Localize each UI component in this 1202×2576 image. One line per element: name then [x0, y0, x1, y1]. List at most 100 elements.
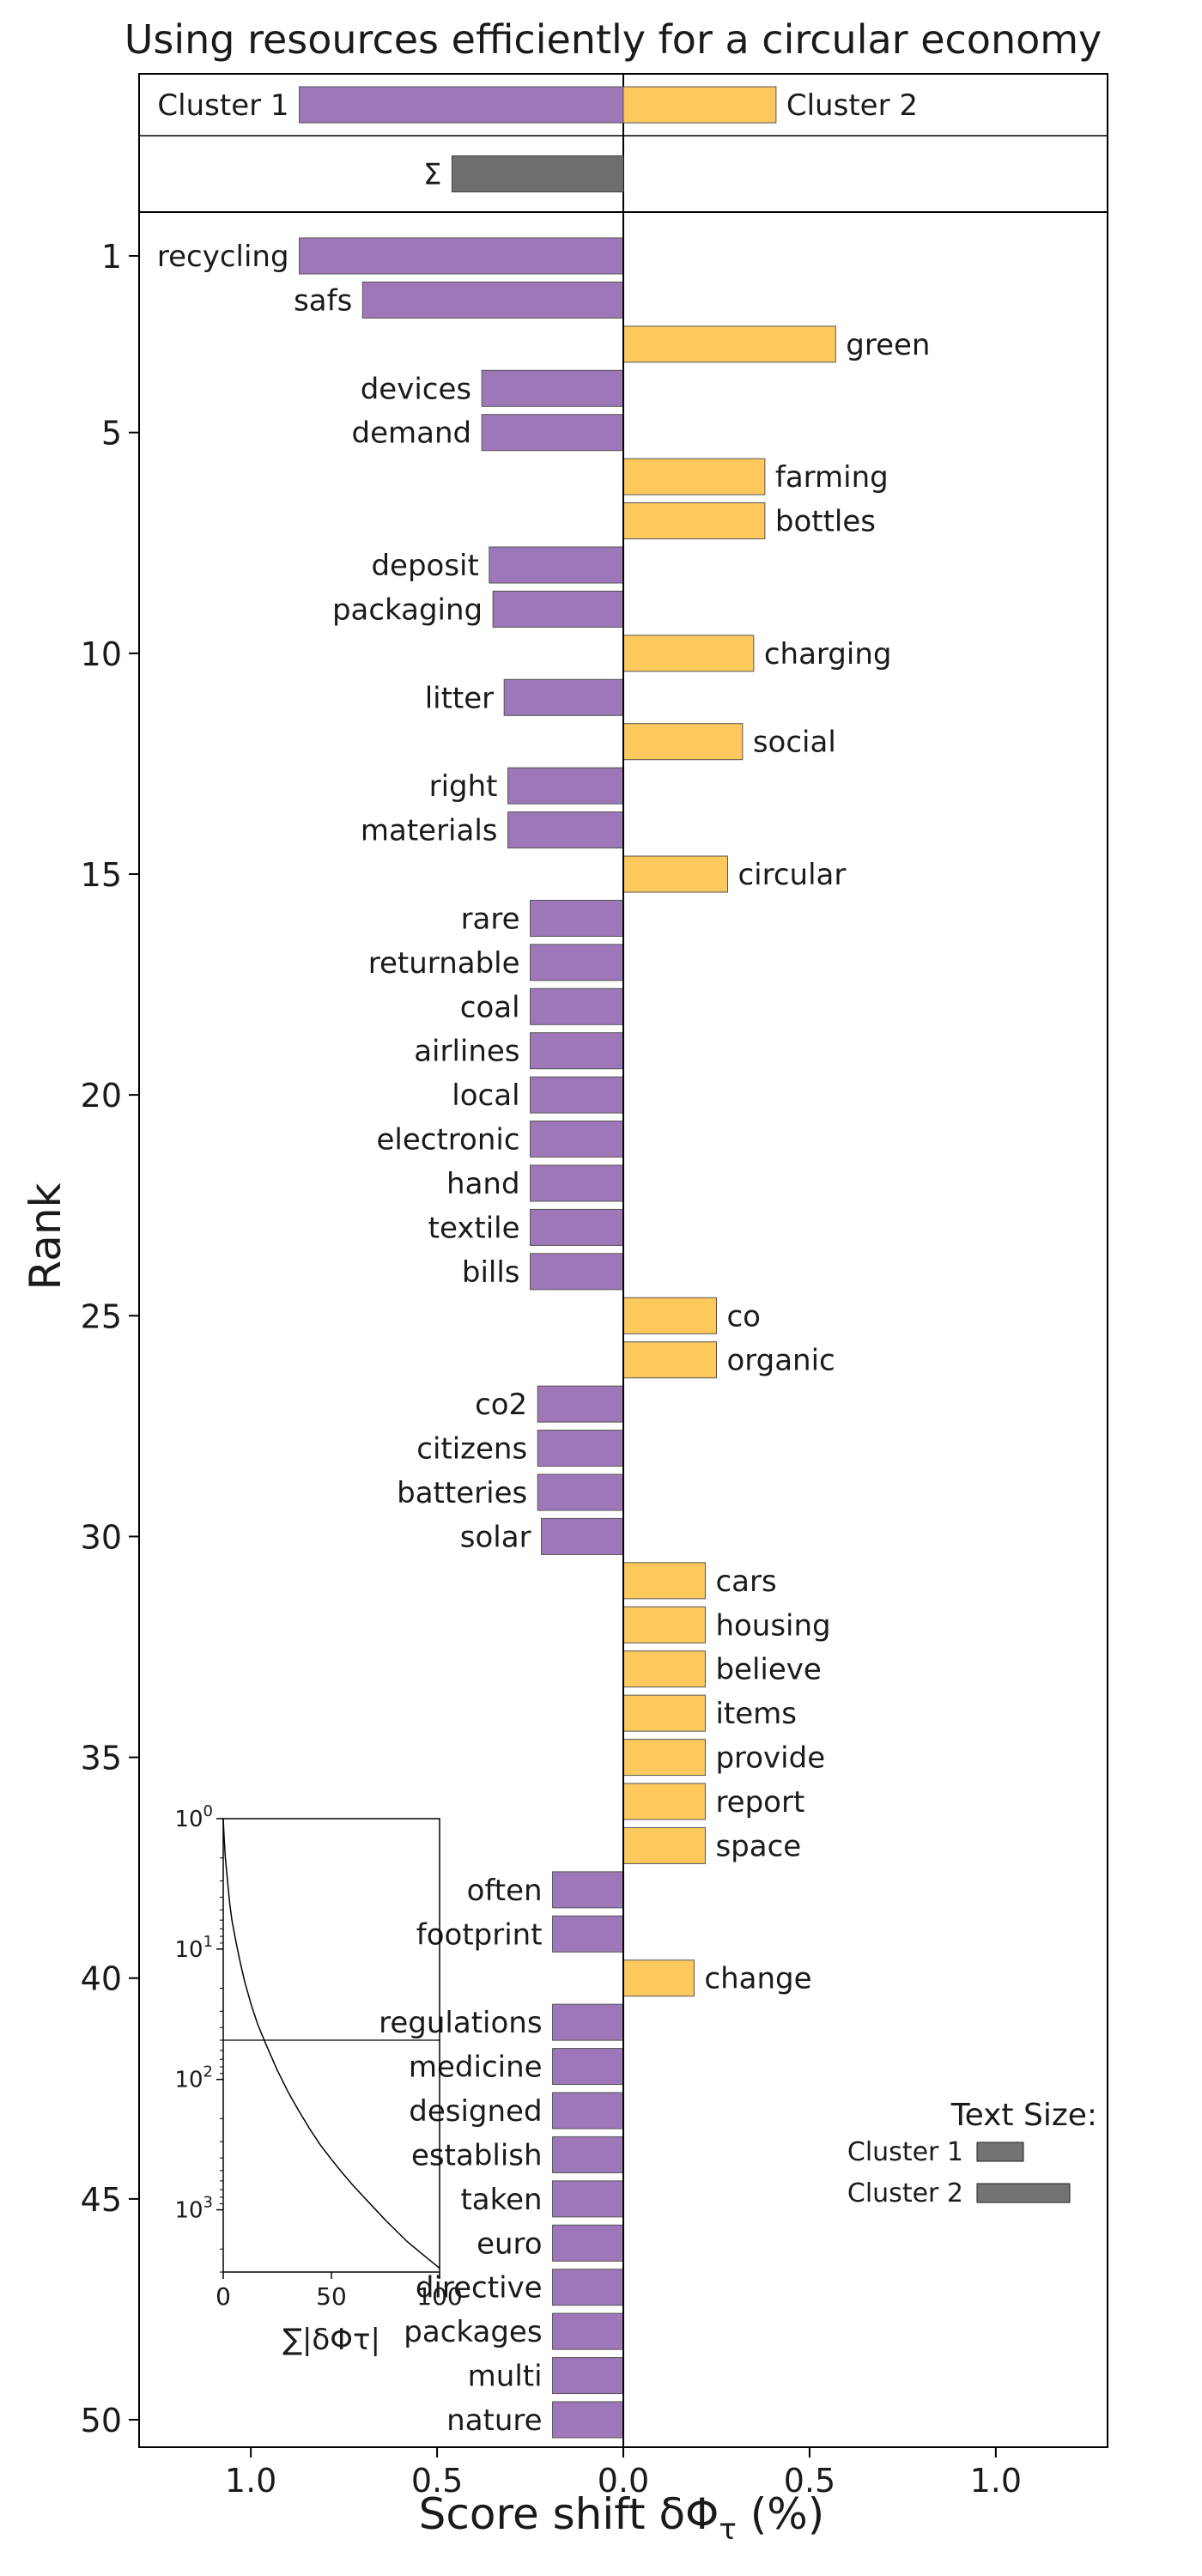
- bar-litter: [503, 678, 624, 716]
- bar-label-believe: believe: [715, 1653, 821, 1687]
- bar-co: [622, 1297, 717, 1334]
- header-bar-cluster2: [622, 86, 777, 124]
- x-tick-label-1: 0.5: [411, 2462, 463, 2500]
- y-tick-label-1: 1: [101, 238, 122, 276]
- inset-y-tick-base: 10: [174, 2068, 203, 2093]
- inset-y-tick-base: 10: [174, 1937, 203, 1963]
- y-tick-label-40: 40: [81, 1960, 122, 1998]
- x-axis-label: Score shift δΦτ (%): [419, 2489, 825, 2547]
- y-tick-label-45: 45: [81, 2181, 122, 2219]
- bar-charging: [622, 635, 755, 672]
- bar-label-citizens: citizens: [416, 1432, 527, 1467]
- bar-label-taken: taken: [460, 2183, 542, 2217]
- x-axis: 1.0 0.5 0.0 0.5 1.0: [225, 2447, 1022, 2500]
- bar-label-euro: euro: [477, 2227, 543, 2261]
- bar-local: [530, 1076, 624, 1114]
- bar-provide: [622, 1739, 706, 1777]
- header-label-cluster1: Cluster 1: [157, 88, 288, 123]
- bar-label-space: space: [715, 1829, 801, 1863]
- inset-y-tick-exponent: 3: [203, 2194, 213, 2212]
- bar-euro: [552, 2224, 624, 2262]
- bar-label-airlines: airlines: [414, 1035, 519, 1069]
- bar-label-co2: co2: [475, 1388, 527, 1422]
- bar-label-hand: hand: [446, 1167, 520, 1201]
- bar-label-report: report: [715, 1785, 804, 1820]
- inset-y-tick-exponent: 0: [203, 1802, 213, 1820]
- bar-label-footprint: footprint: [416, 1917, 543, 1952]
- x-tick-label-4: 1.0: [970, 2462, 1022, 2500]
- header-panel: Cluster 1 Cluster 2 Σ: [138, 73, 1108, 213]
- bar-bills: [530, 1253, 624, 1291]
- bar-cars: [622, 1562, 706, 1600]
- bar-organic: [622, 1341, 717, 1379]
- bar-textile: [530, 1208, 624, 1246]
- x-tick-label-2: 0.0: [598, 2462, 649, 2500]
- bar-social: [622, 723, 744, 761]
- bar-label-returnable: returnable: [368, 946, 520, 981]
- bar-label-electronic: electronic: [377, 1123, 520, 1157]
- inset-x-tick-label-1: 50: [316, 2282, 347, 2311]
- bar-label-nature: nature: [446, 2403, 542, 2438]
- inset-y-tick-exponent: 2: [203, 2063, 213, 2081]
- bar-packaging: [492, 590, 624, 628]
- y-tick-label-15: 15: [81, 856, 122, 894]
- bar-regulations: [552, 2003, 624, 2041]
- bar-label-cars: cars: [715, 1564, 776, 1599]
- bar-recycling: [299, 237, 624, 275]
- bar-label-deposit: deposit: [371, 549, 478, 583]
- legend-swatch-1: [976, 2142, 1024, 2162]
- bar-electronic: [530, 1121, 624, 1158]
- bar-label-packaging: packaging: [332, 592, 483, 627]
- bar-establish: [552, 2136, 624, 2173]
- bar-label-housing: housing: [715, 1608, 830, 1643]
- legend-swatch-2: [976, 2183, 1071, 2203]
- bar-label-solar: solar: [460, 1520, 531, 1554]
- inset-x-tick-label-2: 100: [416, 2282, 462, 2311]
- bar-demand: [481, 414, 624, 452]
- bar-multi: [552, 2357, 624, 2395]
- bar-footprint: [552, 1915, 624, 1953]
- inset-y-tick-exponent: 1: [203, 1933, 213, 1951]
- bar-label-charging: charging: [764, 637, 892, 671]
- x-axis-label-unit: (%): [737, 2489, 824, 2539]
- bar-medicine: [552, 2048, 624, 2086]
- bar-circular: [622, 855, 728, 893]
- bar-often: [552, 1871, 624, 1909]
- bar-co2: [537, 1385, 624, 1423]
- bar-coal: [530, 987, 624, 1025]
- bar-deposit: [489, 546, 624, 584]
- bar-label-safs: safs: [294, 283, 352, 318]
- x-tick-label-0: 1.0: [225, 2462, 276, 2500]
- bar-label-change: change: [704, 1962, 811, 1996]
- inset-y-tick-label-0: 100: [174, 1802, 213, 1832]
- bar-label-provide: provide: [715, 1741, 825, 1776]
- bar-label-local: local: [452, 1078, 519, 1113]
- y-tick-label-30: 30: [81, 1518, 122, 1556]
- header-label-sum: Σ: [423, 158, 441, 192]
- y-tick-label-50: 50: [81, 2402, 122, 2439]
- inset-x-tick-label-0: 0: [216, 2282, 231, 2311]
- chart-title: Using resources efficiently for a circul…: [124, 16, 1102, 63]
- bar-housing: [622, 1606, 706, 1643]
- bar-label-recycling: recycling: [157, 240, 289, 274]
- bar-label-establish: establish: [411, 2138, 543, 2172]
- bar-label-green: green: [846, 328, 930, 362]
- bar-citizens: [537, 1430, 624, 1467]
- inset-y-tick-base: 10: [174, 2198, 203, 2224]
- bar-label-rare: rare: [461, 902, 520, 936]
- bar-materials: [507, 811, 624, 849]
- bar-batteries: [537, 1473, 624, 1511]
- bar-label-packages: packages: [404, 2315, 542, 2349]
- x-axis-label-subscript: τ: [719, 2512, 736, 2547]
- bar-green: [622, 325, 836, 363]
- bar-label-organic: organic: [726, 1344, 835, 1378]
- bar-label-bottles: bottles: [775, 505, 876, 539]
- bar-hand: [530, 1164, 624, 1202]
- bar-report: [622, 1783, 706, 1820]
- bar-airlines: [530, 1032, 624, 1070]
- bar-label-social: social: [753, 726, 836, 760]
- inset-curve: [222, 1818, 440, 2269]
- inset-y-tick-label-1: 101: [174, 1933, 213, 1963]
